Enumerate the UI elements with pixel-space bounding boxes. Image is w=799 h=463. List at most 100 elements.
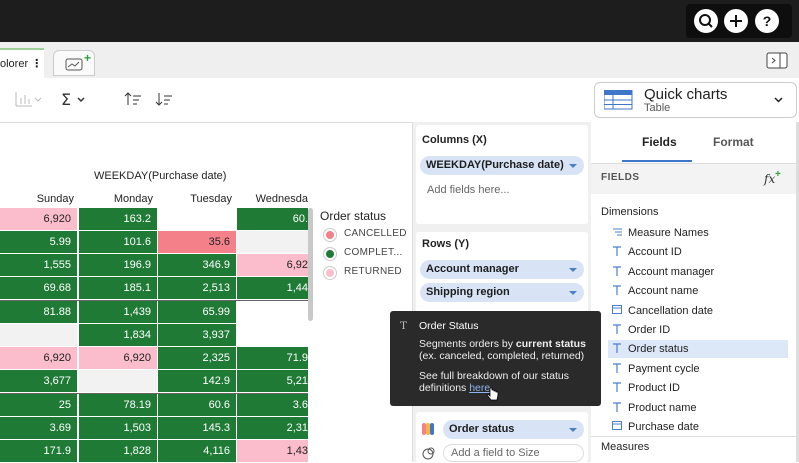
dimension-field[interactable]: Product ID — [628, 379, 680, 397]
field-chip[interactable]: Order status — [443, 420, 584, 439]
table-cell: 78.19 — [79, 394, 157, 416]
field-icon — [612, 362, 624, 376]
field-icon — [612, 245, 624, 259]
table-cell — [0, 324, 77, 346]
field-chip[interactable]: WEEKDAY(Purchase date) — [420, 156, 584, 175]
table-cell — [237, 324, 308, 346]
sort-desc-button[interactable] — [156, 93, 172, 105]
table-cell: 6,92 — [237, 254, 308, 276]
table-cell: 3.6 — [237, 394, 308, 416]
dimension-field[interactable]: Measure Names — [628, 224, 709, 242]
table-cell: 163.2 — [79, 208, 157, 230]
table-cell — [79, 370, 157, 392]
field-icon — [612, 381, 624, 395]
table-cell: 1,828 — [79, 440, 157, 462]
table-cell: 142.9 — [158, 370, 236, 392]
table-cell — [237, 231, 308, 253]
dimension-field[interactable]: Account manager — [628, 263, 714, 281]
shelf-title: Rows (Y) — [422, 238, 469, 250]
table-cell: 1,503 — [79, 417, 157, 439]
table-cell: 60.6 — [158, 394, 236, 416]
measures-title: Measures — [601, 441, 649, 453]
table-cell: 69.68 — [0, 277, 77, 299]
table-cell: 145.3 — [158, 417, 236, 439]
tooltip: T Order Status Segments orders by curren… — [390, 311, 601, 406]
new-tab[interactable]: + — [53, 50, 95, 76]
tab-bar — [0, 42, 799, 79]
tab-indicator — [622, 160, 692, 162]
field-icon — [612, 284, 624, 298]
dimension-field[interactable]: Cancellation date — [628, 302, 713, 320]
column-header: Sunday — [0, 193, 78, 205]
table-cell: 1,43 — [237, 440, 308, 462]
column-header: Monday — [78, 193, 157, 205]
table-cell: 60. — [237, 208, 308, 230]
table-cell: 185.1 — [79, 277, 157, 299]
table-cell: 3,937 — [158, 324, 236, 346]
tooltip-bold: current status — [516, 338, 586, 350]
table-cell: 81.88 — [0, 301, 77, 323]
panel-tab[interactable]: Fields — [642, 135, 677, 149]
table-cell: 2,513 — [158, 277, 236, 299]
shelf-title: Columns (X) — [422, 134, 487, 146]
tooltip-line: (ex. canceled, completed, returned) — [419, 350, 584, 362]
table-cell: 6,920 — [79, 347, 157, 369]
table-cell: 65.99 — [158, 301, 236, 323]
table-cell: 4,116 — [158, 440, 236, 462]
tab-label: olorer — [0, 58, 28, 70]
add-button[interactable] — [724, 9, 748, 33]
svg-text:+: + — [84, 51, 91, 65]
table-cell: 2,31 — [237, 417, 308, 439]
tooltip-text: definitions — [419, 382, 469, 394]
column-header: Tuesday — [157, 193, 236, 205]
aggregate-button[interactable]: Σ — [61, 90, 84, 109]
field-icon — [612, 226, 624, 240]
field-icon — [612, 323, 624, 337]
tooltip-icon: T — [400, 320, 407, 332]
sort-asc-button[interactable] — [125, 93, 141, 105]
panel-toggle[interactable] — [766, 52, 790, 70]
table-cell: 196.9 — [79, 254, 157, 276]
dimension-field[interactable]: Purchase date — [628, 418, 699, 436]
panel-tab[interactable]: Format — [713, 135, 754, 149]
quick-charts-subtitle: Table — [644, 102, 670, 114]
add-formula-button[interactable]: fx+ — [763, 168, 783, 186]
field-chip[interactable]: Shipping region — [420, 283, 584, 302]
cursor — [486, 387, 500, 403]
dimension-field[interactable]: Order status — [628, 340, 689, 358]
field-icon — [612, 342, 624, 356]
table-cell — [158, 208, 236, 230]
dimension-field[interactable]: Account name — [628, 282, 698, 300]
field-chip[interactable]: Account manager — [420, 260, 584, 279]
legend-label: COMPLET... — [344, 247, 403, 258]
active-tab[interactable]: olorer ⋮ — [0, 48, 44, 78]
search-button[interactable] — [694, 9, 718, 33]
dimension-field[interactable]: Product name — [628, 399, 696, 417]
dimension-field[interactable]: Payment cycle — [628, 360, 700, 378]
table-cell: 1,555 — [0, 254, 77, 276]
table-cell: 1,439 — [79, 301, 157, 323]
help-button[interactable]: ? — [755, 9, 779, 33]
quick-charts-dropdown[interactable]: Quick charts Table — [594, 82, 797, 118]
dimension-field[interactable]: Order ID — [628, 321, 670, 339]
table-header: WEEKDAY(Purchase date) — [94, 170, 226, 182]
new-tab-icon: + — [54, 51, 94, 75]
top-bar — [0, 0, 799, 42]
size-placeholder[interactable]: Add a field to Size — [443, 444, 584, 462]
table-cell: 3,677 — [0, 370, 77, 392]
chart-type-button[interactable] — [16, 92, 41, 106]
top-icons: ? — [690, 6, 790, 36]
table-cell: 1,44 — [237, 277, 308, 299]
dimension-field[interactable]: Account ID — [628, 243, 682, 261]
table-cell: 35.6 — [158, 231, 236, 253]
dimensions-title: Dimensions — [601, 206, 658, 218]
field-icon — [612, 265, 624, 279]
table-cell: 5.99 — [0, 231, 77, 253]
table-cell: 2,325 — [158, 347, 236, 369]
svg-text:Σ: Σ — [61, 90, 71, 109]
field-icon — [612, 420, 624, 434]
scrollbar[interactable] — [308, 208, 313, 321]
field-icon — [612, 401, 624, 415]
table-cell: 6,920 — [0, 208, 77, 230]
